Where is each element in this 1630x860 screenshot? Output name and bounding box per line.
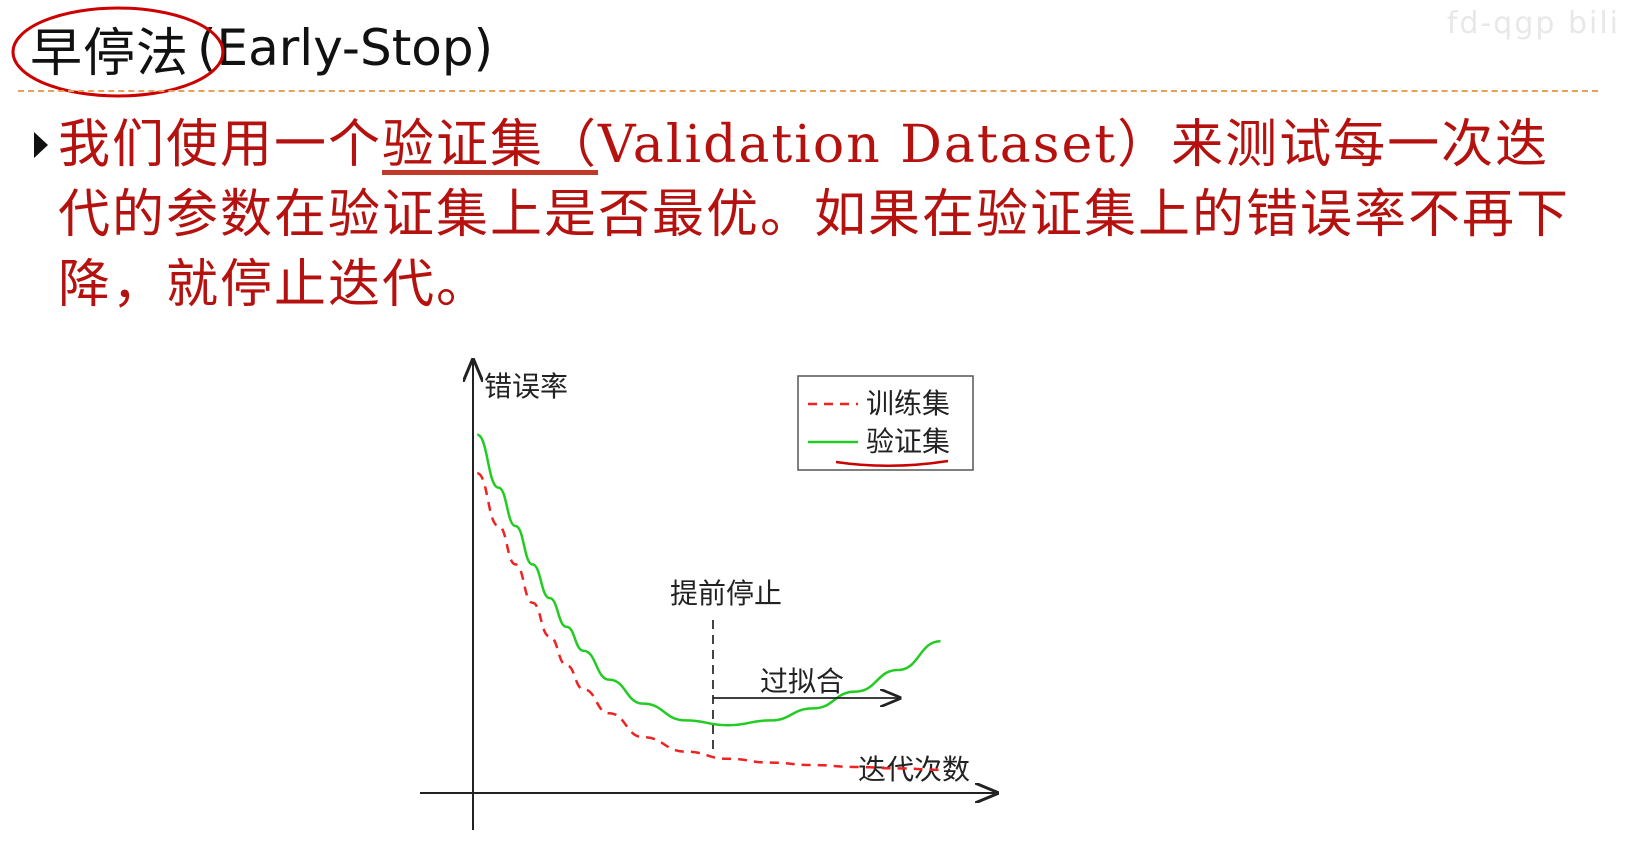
x-axis-label: 迭代次数 (858, 753, 970, 786)
legend-train-label: 训练集 (866, 387, 950, 420)
watermark: fd-qgp bili (1446, 6, 1620, 41)
legend-handwritten-underline (835, 459, 949, 468)
legend-box (797, 375, 974, 471)
early-stop-label: 提前停止 (670, 577, 782, 610)
bullet-marker-icon (34, 132, 48, 158)
bullet-text-part2: Validation Dataset）来测试每一次迭代的参数在验证集上是否最优。… (58, 115, 1571, 315)
title-divider (18, 90, 1598, 92)
title-english: (Early-Stop) (197, 19, 494, 77)
bullet-paragraph: 我们使用一个验证集（Validation Dataset）来测试每一次迭代的参数… (58, 110, 1598, 320)
legend-validation-label: 验证集 (866, 425, 950, 458)
train-series-line (476, 471, 941, 772)
bullet-text-part1: 我们使用一个 (58, 115, 383, 175)
overfit-label: 过拟合 (760, 665, 844, 698)
y-axis-label: 错误率 (484, 370, 568, 403)
validation-series-line (476, 433, 941, 727)
bullet-text-highlight: 验证集（ (382, 115, 599, 175)
